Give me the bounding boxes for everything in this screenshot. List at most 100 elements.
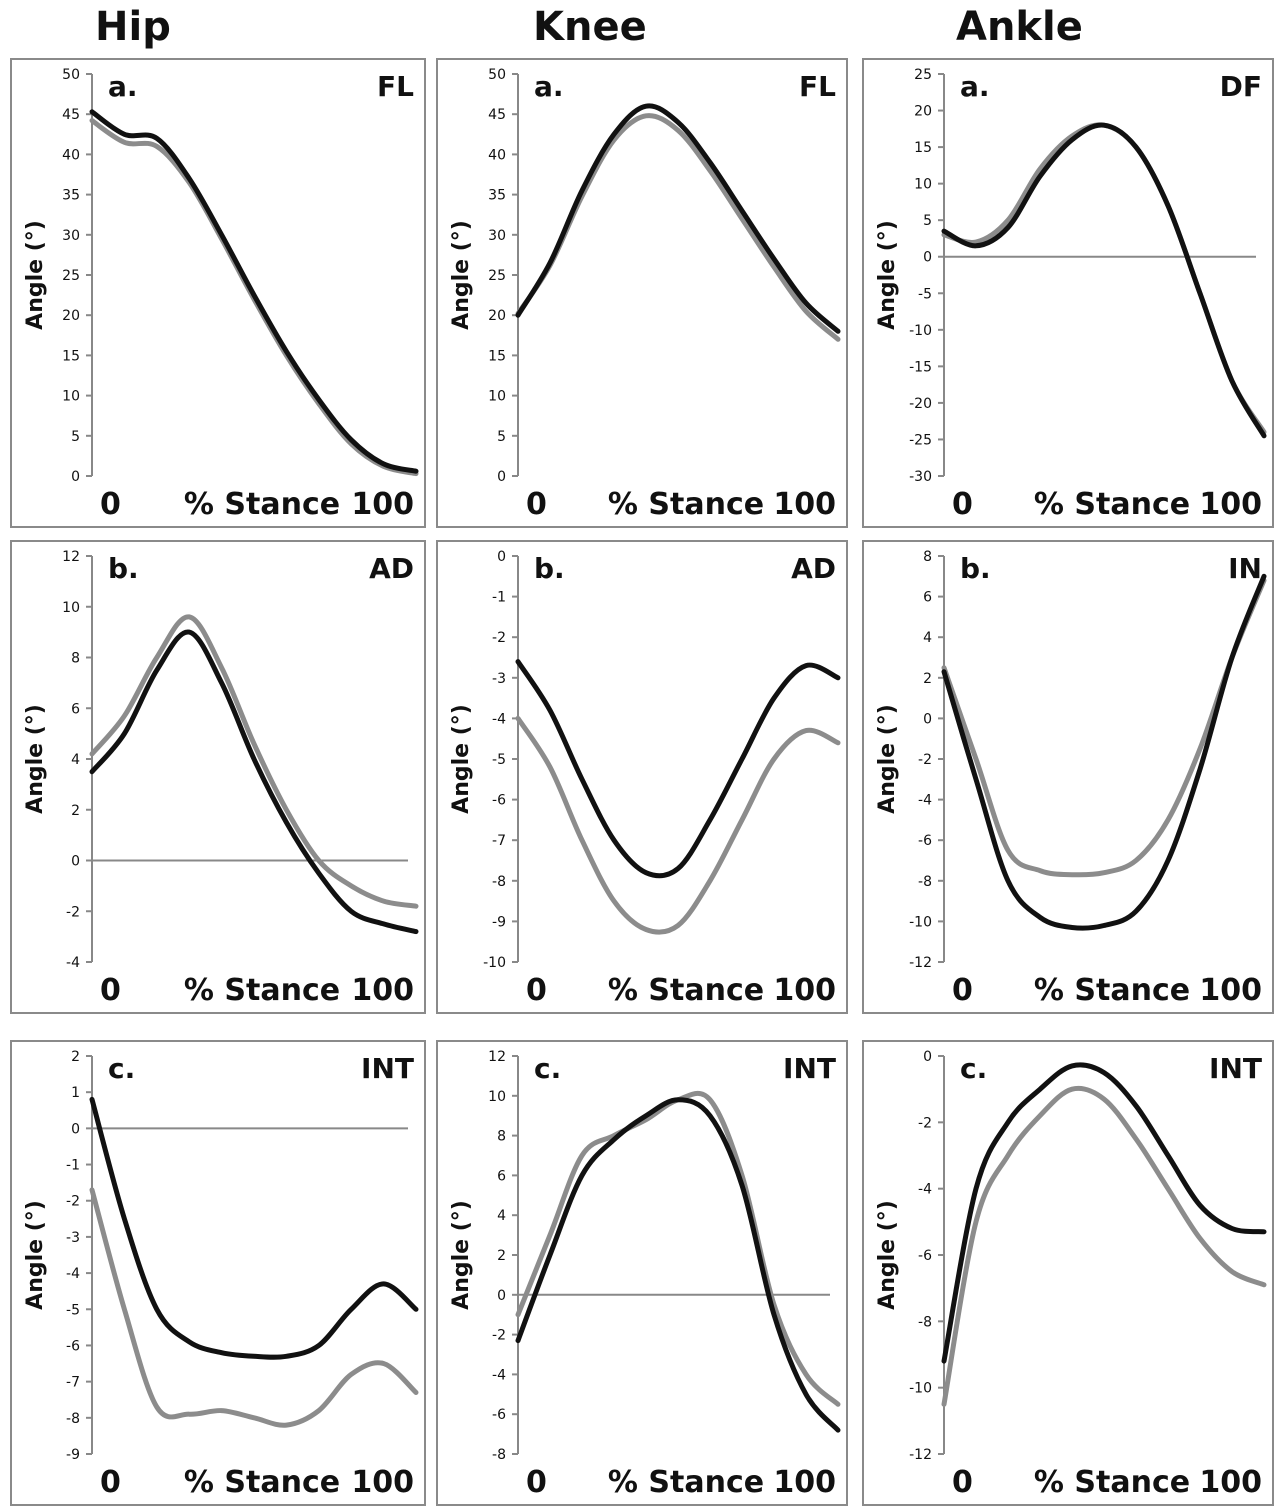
y-tick-label: 20 <box>914 104 932 120</box>
y-tick-label: -8 <box>492 1447 506 1463</box>
y-tick-label: -6 <box>918 1248 932 1264</box>
y-tick-label: -7 <box>492 833 506 849</box>
y-tick-label: -4 <box>492 711 506 727</box>
y-axis-label: Angle (°) <box>875 1200 900 1310</box>
y-tick-label: 15 <box>488 348 506 364</box>
y-tick-label: -12 <box>909 955 932 971</box>
x-axis-start-label: 0 <box>100 1465 121 1500</box>
y-tick-label: -30 <box>909 469 932 485</box>
x-axis-end-label: 100 <box>773 487 836 522</box>
x-axis-title: % Stance <box>1034 487 1190 522</box>
x-axis-end-label: 100 <box>351 1465 414 1500</box>
y-tick-label: 5 <box>71 429 80 445</box>
x-axis-title: % Stance <box>1034 973 1190 1008</box>
panel-letter: b. <box>108 552 139 585</box>
y-tick-label: -2 <box>66 904 80 920</box>
y-tick-label: 12 <box>62 549 80 565</box>
y-tick-label: 0 <box>71 854 80 870</box>
y-tick-label: 12 <box>488 1049 506 1065</box>
x-axis-title: % Stance <box>608 973 764 1008</box>
y-tick-label: 1 <box>71 1085 80 1101</box>
x-axis-title: % Stance <box>608 487 764 522</box>
y-tick-label: 6 <box>497 1168 506 1184</box>
y-tick-label: 15 <box>914 140 932 156</box>
y-tick-label: 0 <box>923 711 932 727</box>
x-axis-start-label: 0 <box>526 973 547 1008</box>
y-tick-label: 0 <box>923 250 932 266</box>
y-tick-label: -6 <box>492 1407 506 1423</box>
y-tick-label: 15 <box>62 348 80 364</box>
y-tick-label: 25 <box>914 67 932 83</box>
knee-adduction-panel: -10 -9 -8 -7 -6 -5 -4 -3 -2 -1 0 Angle (°) 0% Stance… <box>436 540 848 1014</box>
y-tick-label: 20 <box>62 308 80 324</box>
y-tick-label: -2 <box>66 1194 80 1210</box>
x-axis-end-label: 100 <box>351 973 414 1008</box>
y-tick-label: 45 <box>488 107 506 123</box>
y-tick-label: -4 <box>66 955 80 971</box>
series-line-1 <box>89 1096 419 1360</box>
y-tick-label: 10 <box>488 389 506 405</box>
y-tick-label: -8 <box>66 1411 80 1427</box>
y-tick-label: -10 <box>909 914 932 930</box>
y-tick-label: 0 <box>497 1288 506 1304</box>
x-axis-end-label: 100 <box>773 973 836 1008</box>
x-axis-title: % Stance <box>608 1465 764 1500</box>
motion-label: AD <box>791 552 836 585</box>
series-line-1 <box>941 573 1267 931</box>
series-line-2 <box>89 614 419 909</box>
y-axis-label: Angle (°) <box>23 220 48 330</box>
column-title-hip: Hip <box>95 4 171 50</box>
y-tick-label: -6 <box>66 1338 80 1354</box>
panel-letter: a. <box>960 70 990 103</box>
series-line-1 <box>941 122 1267 439</box>
y-tick-label: -3 <box>492 671 506 687</box>
y-axis-label: Angle (°) <box>449 1200 474 1310</box>
y-axis-label: Angle (°) <box>449 704 474 814</box>
y-tick-label: 50 <box>62 67 80 83</box>
y-tick-label: 40 <box>62 147 80 163</box>
x-axis-start-label: 0 <box>100 487 121 522</box>
hip-adduction-panel: -4 -2 0 2 4 6 8 10 12 Angle (°) 0 % Stance 100 b. AD <box>10 540 426 1014</box>
y-tick-label: -9 <box>492 914 506 930</box>
series-line-1 <box>515 103 841 334</box>
y-tick-label: -10 <box>483 955 506 971</box>
y-tick-label: -3 <box>66 1230 80 1246</box>
y-tick-label: 40 <box>488 147 506 163</box>
panel-letter: c. <box>108 1052 135 1085</box>
series-line-2 <box>89 1187 419 1428</box>
motion-label: AD <box>369 552 414 585</box>
ankle-dorsiflexion-panel: -30 -25 -20 -15 -10 -5 0 5 10 15 20 25 Angle (°) 0 % S… <box>862 58 1274 528</box>
y-tick-label: 5 <box>923 213 932 229</box>
hip-internal-rotation-panel: -9 -8 -7 -6 -5 -4 -3 -2 -1 0 1 2 Angle (°) 0 % Stance 1… <box>10 1040 426 1506</box>
y-tick-label: -25 <box>909 432 932 448</box>
x-axis-end-label: 100 <box>351 487 414 522</box>
x-axis-start-label: 0 <box>100 973 121 1008</box>
panel-letter: a. <box>108 70 138 103</box>
ankle-inversion-panel: -12 -10 -8 -6 -4 -2 0 2 4 6 8 Angle (°) 0 % Stance 100… <box>862 540 1274 1014</box>
y-tick-label: -8 <box>918 1314 932 1330</box>
panel-letter: c. <box>960 1052 987 1085</box>
y-tick-label: 8 <box>71 651 80 667</box>
y-tick-label: 35 <box>62 188 80 204</box>
panel-letter: c. <box>534 1052 561 1085</box>
y-tick-label: -4 <box>66 1266 80 1282</box>
x-axis-end-label: 100 <box>773 1465 836 1500</box>
y-tick-label: -5 <box>918 286 932 302</box>
y-axis-label: Angle (°) <box>875 220 900 330</box>
y-tick-label: -7 <box>66 1375 80 1391</box>
y-tick-label: 4 <box>71 752 80 768</box>
y-tick-label: 2 <box>71 803 80 819</box>
x-axis-title: % Stance <box>184 487 340 522</box>
motion-label: INT <box>783 1052 836 1085</box>
x-axis-start-label: 0 <box>952 973 973 1008</box>
motion-label: IN <box>1228 552 1262 585</box>
y-tick-label: -6 <box>918 833 932 849</box>
series-line-2 <box>515 715 841 935</box>
y-tick-label: 25 <box>488 268 506 284</box>
x-axis-title: % Stance <box>184 1465 340 1500</box>
series-line-2 <box>941 1085 1267 1407</box>
ankle-inversion-chart: -12 -10 -8 -6 -4 -2 0 2 4 6 8 Angle (°) 0 % Stance 100… <box>875 549 1267 1008</box>
y-tick-label: 0 <box>923 1049 932 1065</box>
hip-flexion-chart: 0 5 10 15 20 25 30 35 40 45 50 Angle (°) 0 % Stance 10… <box>23 67 419 522</box>
